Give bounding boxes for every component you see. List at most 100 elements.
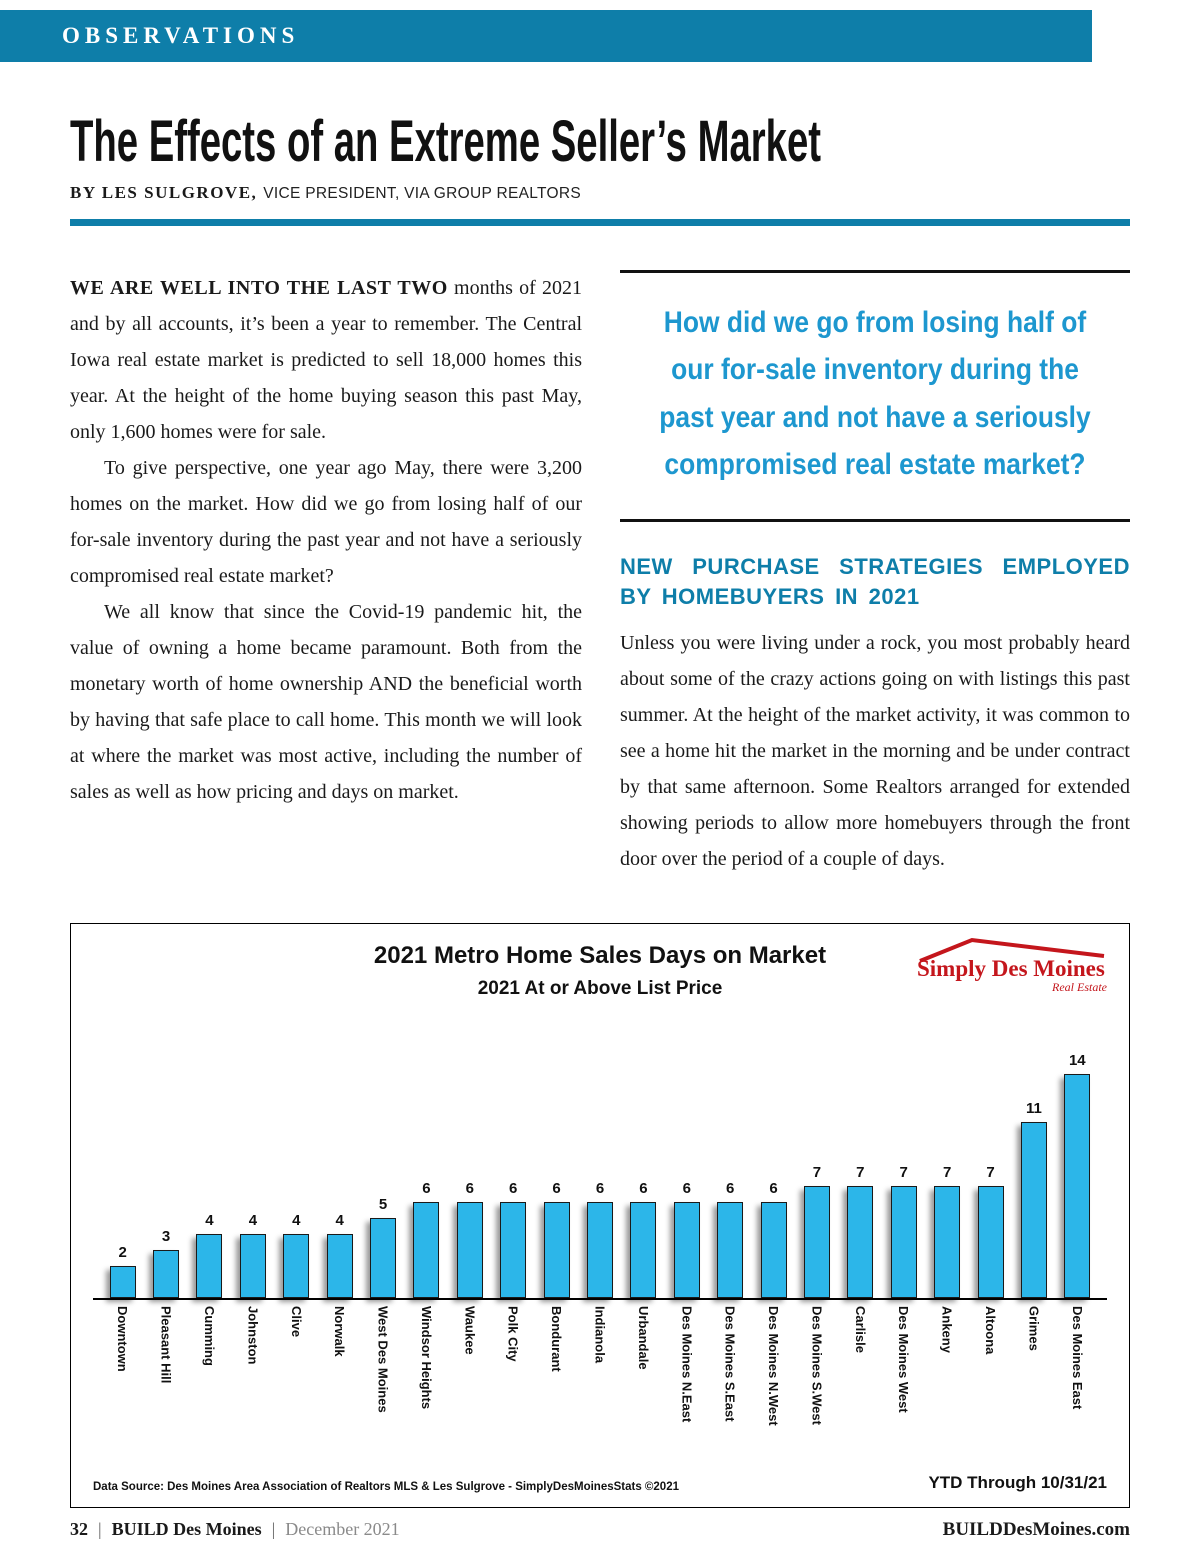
byline-role: VICE PRESIDENT, VIA GROUP REALTORS <box>263 185 581 202</box>
category-label-cell: Des Moines S.East <box>708 1306 751 1471</box>
logo-text: Simply Des Moines <box>917 956 1105 982</box>
category-label: Pleasant Hill <box>158 1306 174 1384</box>
bar <box>847 1186 874 1299</box>
roof-icon <box>919 938 1105 963</box>
byline: BY LES SULGROVE, VICE PRESIDENT, VIA GROU… <box>70 183 1130 203</box>
category-label-cell: Grimes <box>1012 1306 1055 1471</box>
category-label-cell: Ankeny <box>925 1306 968 1471</box>
bar-value-label: 6 <box>552 1180 561 1198</box>
category-label-cell: Pleasant Hill <box>144 1306 187 1471</box>
bar-column: 7 <box>795 1164 838 1299</box>
bar-value-label: 4 <box>292 1212 301 1230</box>
bar-column: 6 <box>492 1180 535 1299</box>
category-label: Johnston <box>245 1306 261 1365</box>
chart-category-labels: Downtown Pleasant Hill Cumming Johnston Cliv… <box>93 1306 1107 1471</box>
category-label: Des Moines West <box>896 1306 912 1413</box>
category-label-cell: West Des Moines <box>361 1306 404 1471</box>
category-label: Des Moines N.East <box>679 1306 695 1423</box>
article-column-right: How did we go from losing half of our fo… <box>620 270 1130 877</box>
chart: 2021 Metro Home Sales Days on Market 202… <box>70 923 1130 1509</box>
category-label-cell: Polk City <box>492 1306 535 1471</box>
bar-value-label: 7 <box>856 1164 865 1182</box>
chart-ytd-note: YTD Through 10/31/21 <box>928 1473 1107 1493</box>
category-label: Downtown <box>115 1306 131 1372</box>
bar <box>196 1234 223 1299</box>
bar-value-label: 4 <box>335 1212 344 1230</box>
bar-value-label: 6 <box>465 1180 474 1198</box>
page-title: The Effects of an Extreme Seller’s Marke… <box>70 109 822 174</box>
bar-column: 4 <box>188 1212 231 1299</box>
bar-column: 7 <box>925 1164 968 1299</box>
category-label-cell: Indianola <box>578 1306 621 1471</box>
bar <box>1064 1074 1091 1299</box>
article-column-left: WE ARE WELL INTO THE LAST TWO months of … <box>70 270 582 877</box>
section-kicker: OBSERVATIONS <box>62 23 300 48</box>
bar-value-label: 6 <box>509 1180 518 1198</box>
bar-column: 5 <box>361 1196 404 1299</box>
category-label: Des Moines N.West <box>766 1306 782 1426</box>
bar-column: 6 <box>665 1180 708 1299</box>
bar-column: 11 <box>1012 1100 1055 1299</box>
bar <box>153 1250 180 1299</box>
bar-value-label: 3 <box>161 1228 171 1246</box>
bar-column: 6 <box>622 1180 665 1299</box>
bar <box>413 1202 440 1299</box>
lead-in: WE ARE WELL INTO THE LAST TWO <box>70 277 448 299</box>
category-label-cell: Altoona <box>969 1306 1012 1471</box>
footer-page-number: 32 <box>70 1519 88 1539</box>
bar-value-label: 7 <box>812 1164 822 1182</box>
byline-author: BY LES SULGROVE, <box>70 183 258 202</box>
category-label: Des Moines S.East <box>722 1306 738 1422</box>
bar <box>500 1202 527 1299</box>
page-footer: 32 | BUILD Des Moines | December 2021 BU… <box>70 1519 1130 1541</box>
bar-column: 6 <box>708 1180 751 1299</box>
bar-column: 7 <box>969 1164 1012 1299</box>
bar <box>977 1186 1004 1299</box>
bar-column: 4 <box>275 1212 318 1299</box>
chart-title: 2021 Metro Home Sales Days on Market <box>373 942 827 970</box>
category-label: Bondurant <box>549 1306 565 1372</box>
category-label-cell: Windsor Heights <box>405 1306 448 1471</box>
bar-value-label: 14 <box>1068 1052 1086 1070</box>
category-label-cell: Clive <box>275 1306 318 1471</box>
pull-quote-text: How did we go from losing half of our fo… <box>659 306 1091 482</box>
chart-bottom: Data Source: Des Moines Area Association… <box>93 1473 1107 1497</box>
category-label-cell: Des Moines East <box>1056 1306 1099 1471</box>
section-heading: NEW PURCHASE STRATEGIES EMPLOYED BY HOME… <box>620 553 1130 610</box>
category-label: Norwalk <box>332 1306 348 1357</box>
bar-value-label: 4 <box>205 1212 214 1230</box>
bar-column: 3 <box>144 1228 187 1299</box>
category-label-cell: Norwalk <box>318 1306 361 1471</box>
bar-value-label: 6 <box>769 1180 778 1198</box>
accent-rule <box>70 219 1130 226</box>
bar-column: 6 <box>535 1180 578 1299</box>
category-label-cell: Des Moines N.West <box>752 1306 795 1471</box>
bar-value-label: 7 <box>942 1164 952 1182</box>
page-content: The Effects of an Extreme Seller’s Marke… <box>0 62 1200 1509</box>
footer-issue-date: December 2021 <box>285 1519 400 1539</box>
category-label: Carlisle <box>852 1306 868 1354</box>
pull-quote: How did we go from losing half of our fo… <box>620 270 1130 522</box>
bar <box>673 1202 700 1299</box>
category-label-cell: Johnston <box>231 1306 274 1471</box>
simply-des-moines-logo: Simply Des Moines Real Estate <box>917 936 1107 995</box>
bar <box>586 1202 613 1299</box>
category-label: Urbandale <box>635 1306 651 1370</box>
paragraph-1-text: months of 2021 and by all accounts, it’s… <box>70 277 583 443</box>
category-label: Clive <box>288 1306 304 1338</box>
category-label: Indianola <box>592 1306 608 1364</box>
bar <box>717 1202 744 1299</box>
bar-value-label: 6 <box>422 1180 431 1198</box>
category-label-cell: Des Moines S.West <box>795 1306 838 1471</box>
category-label-cell: Carlisle <box>839 1306 882 1471</box>
category-label: Windsor Heights <box>418 1306 434 1410</box>
bar-column: 6 <box>752 1180 795 1299</box>
bar <box>456 1202 483 1299</box>
logo-subtext: Real Estate <box>1052 980 1107 995</box>
bar <box>370 1218 397 1299</box>
bar-value-label: 7 <box>899 1164 908 1182</box>
category-label: West Des Moines <box>375 1306 391 1413</box>
bar <box>239 1234 266 1299</box>
bar-column: 14 <box>1056 1052 1099 1299</box>
paragraph-3: We all know that since the Covid-19 pand… <box>70 601 582 803</box>
